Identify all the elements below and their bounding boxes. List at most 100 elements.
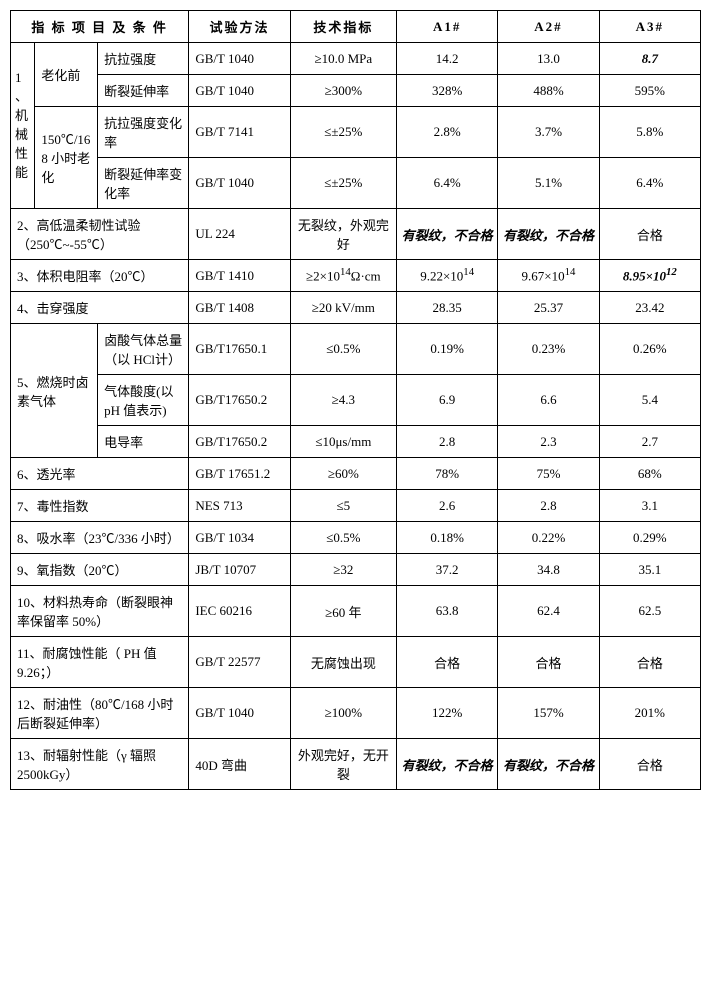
cell-method: GB/T 1408 [189, 292, 290, 324]
cell-a1: 122% [397, 688, 498, 739]
table-row: 10、材料热寿命（断裂眼神率保留率 50%） IEC 60216 ≥60 年 6… [11, 586, 701, 637]
cell-a3: 35.1 [599, 554, 700, 586]
cell-spec: ≤0.5% [290, 324, 396, 375]
cell-a3: 23.42 [599, 292, 700, 324]
cell-a1: 2.8 [397, 426, 498, 458]
cell-a2: 9.67×1014 [498, 260, 599, 292]
cell-spec: ≤±25% [290, 107, 396, 158]
section1-idx: 1、机械性能 [11, 43, 35, 209]
cell-label: 9、氧指数（20℃） [11, 554, 189, 586]
cell-method: GB/T 22577 [189, 637, 290, 688]
cell-a2: 2.8 [498, 490, 599, 522]
table-row: 5、燃烧时卤素气体 卤酸气体总量（以 HCl计） GB/T17650.1 ≤0.… [11, 324, 701, 375]
cell-spec: 无裂纹，外观完好 [290, 209, 396, 260]
cell-a3: 合格 [599, 739, 700, 790]
cell-a2: 6.6 [498, 375, 599, 426]
table-row: 6、透光率 GB/T 17651.2 ≥60% 78% 75% 68% [11, 458, 701, 490]
cell-method: IEC 60216 [189, 586, 290, 637]
cell-a3: 62.5 [599, 586, 700, 637]
cell-label: 11、耐腐蚀性能（ PH 值9.26；） [11, 637, 189, 688]
cell-method: 40D 弯曲 [189, 739, 290, 790]
table-row: 11、耐腐蚀性能（ PH 值9.26；） GB/T 22577 无腐蚀出现 合格… [11, 637, 701, 688]
table-row: 电导率 GB/T17650.2 ≤10μs/mm 2.8 2.3 2.7 [11, 426, 701, 458]
cell-a3: 595% [599, 75, 700, 107]
cell-a1: 6.9 [397, 375, 498, 426]
cell-spec: ≥10.0 MPa [290, 43, 396, 75]
cell-spec: ≥4.3 [290, 375, 396, 426]
table-row: 8、吸水率（23℃/336 小时） GB/T 1034 ≤0.5% 0.18% … [11, 522, 701, 554]
cell-a1: 63.8 [397, 586, 498, 637]
cell-method: GB/T 1410 [189, 260, 290, 292]
cell-spec: ≥2×1014Ω·cm [290, 260, 396, 292]
cell-spec: ≤0.5% [290, 522, 396, 554]
cell-a1: 2.8% [397, 107, 498, 158]
cell-a2: 有裂纹，不合格 [498, 209, 599, 260]
header-a2: A2# [498, 11, 599, 43]
cell-a1: 28.35 [397, 292, 498, 324]
table-row: 1、机械性能 老化前 抗拉强度 GB/T 1040 ≥10.0 MPa 14.2… [11, 43, 701, 75]
table-row: 150℃/168 小时老化 抗拉强度变化率 GB/T 7141 ≤±25% 2.… [11, 107, 701, 158]
cell-label: 4、击穿强度 [11, 292, 189, 324]
cell-label: 3、体积电阻率（20℃） [11, 260, 189, 292]
cell-spec: ≤10μs/mm [290, 426, 396, 458]
cell-spec: ≥100% [290, 688, 396, 739]
table-row: 断裂延伸率变化率 GB/T 1040 ≤±25% 6.4% 5.1% 6.4% [11, 158, 701, 209]
cell-label: 8、吸水率（23℃/336 小时） [11, 522, 189, 554]
cell-method: GB/T 1040 [189, 688, 290, 739]
cell-a3: 5.4 [599, 375, 700, 426]
cell-label: 13、耐辐射性能（γ 辐照2500kGy） [11, 739, 189, 790]
header-a1: A1# [397, 11, 498, 43]
cell-a1: 0.18% [397, 522, 498, 554]
cell-a1: 14.2 [397, 43, 498, 75]
spec-table: 指 标 项 目 及 条 件 试验方法 技术指标 A1# A2# A3# 1、机械… [10, 10, 701, 790]
header-row: 指 标 项 目 及 条 件 试验方法 技术指标 A1# A2# A3# [11, 11, 701, 43]
cell-a3: 8.95×1012 [599, 260, 700, 292]
cell-method: GB/T17650.2 [189, 375, 290, 426]
table-row: 2、高低温柔韧性试验（250℃~-55℃） UL 224 无裂纹，外观完好 有裂… [11, 209, 701, 260]
cell-label: 12、耐油性（80℃/168 小时后断裂延伸率） [11, 688, 189, 739]
header-method: 试验方法 [189, 11, 290, 43]
cell-spec: ≥32 [290, 554, 396, 586]
cell-label: 卤酸气体总量（以 HCl计） [98, 324, 189, 375]
cell-a2: 0.22% [498, 522, 599, 554]
cell-a1: 78% [397, 458, 498, 490]
cell-a2: 25.37 [498, 292, 599, 324]
cell-method: GB/T 1034 [189, 522, 290, 554]
cell-spec: ≥60 年 [290, 586, 396, 637]
cell-label: 抗拉强度变化率 [98, 107, 189, 158]
cell-label: 气体酸度(以pH 值表示) [98, 375, 189, 426]
cell-a3: 0.29% [599, 522, 700, 554]
cell-method: UL 224 [189, 209, 290, 260]
cell-a2: 5.1% [498, 158, 599, 209]
cell-method: NES 713 [189, 490, 290, 522]
cell-a2: 488% [498, 75, 599, 107]
table-row: 9、氧指数（20℃） JB/T 10707 ≥32 37.2 34.8 35.1 [11, 554, 701, 586]
cell-method: GB/T 1040 [189, 43, 290, 75]
cell-a1: 0.19% [397, 324, 498, 375]
cell-a2: 157% [498, 688, 599, 739]
cell-spec: 外观完好，无开裂 [290, 739, 396, 790]
header-a3: A3# [599, 11, 700, 43]
cell-method: GB/T 1040 [189, 158, 290, 209]
cell-spec: ≥20 kV/mm [290, 292, 396, 324]
cell-a1: 328% [397, 75, 498, 107]
cell-a3: 5.8% [599, 107, 700, 158]
section1-sub1: 老化前 [35, 43, 98, 107]
cell-a3: 3.1 [599, 490, 700, 522]
cell-a1: 6.4% [397, 158, 498, 209]
cell-label: 抗拉强度 [98, 43, 189, 75]
cell-spec: 无腐蚀出现 [290, 637, 396, 688]
cell-a3: 68% [599, 458, 700, 490]
cell-spec: ≥60% [290, 458, 396, 490]
table-row: 13、耐辐射性能（γ 辐照2500kGy） 40D 弯曲 外观完好，无开裂 有裂… [11, 739, 701, 790]
table-row: 7、毒性指数 NES 713 ≤5 2.6 2.8 3.1 [11, 490, 701, 522]
cell-a1: 9.22×1014 [397, 260, 498, 292]
cell-method: GB/T 7141 [189, 107, 290, 158]
cell-a2: 合格 [498, 637, 599, 688]
table-row: 12、耐油性（80℃/168 小时后断裂延伸率） GB/T 1040 ≥100%… [11, 688, 701, 739]
table-row: 断裂延伸率 GB/T 1040 ≥300% 328% 488% 595% [11, 75, 701, 107]
cell-method: GB/T 1040 [189, 75, 290, 107]
header-spec: 技术指标 [290, 11, 396, 43]
cell-spec: ≤5 [290, 490, 396, 522]
cell-label: 6、透光率 [11, 458, 189, 490]
